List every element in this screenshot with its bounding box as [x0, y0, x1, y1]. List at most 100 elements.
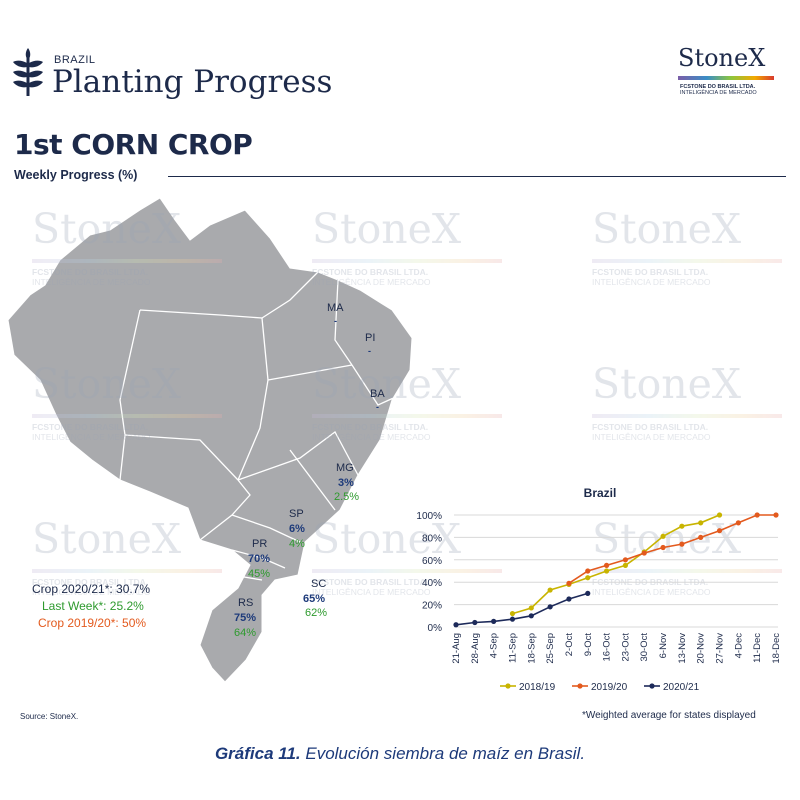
data-point — [528, 605, 534, 611]
brand-color-bar — [678, 76, 774, 80]
x-tick-label: 11-Dec — [752, 633, 763, 663]
y-tick-label: 100% — [416, 511, 442, 522]
data-point — [773, 512, 779, 518]
x-tick-label: 18-Sep — [526, 633, 537, 664]
x-tick-label: 2-Oct — [564, 633, 575, 657]
source-note: Source: StoneX. — [20, 712, 79, 721]
watermark-line2: INTELIGÊNCIA DE MERCADO — [592, 432, 711, 442]
state-label-sp: SP — [289, 508, 304, 520]
watermark-line1: FCSTONE DO BRASIL LTDA. — [592, 422, 709, 432]
data-point — [566, 596, 572, 602]
state-borders — [119, 271, 401, 581]
summary-last-week: Last Week*: 25.2% — [42, 599, 144, 613]
state-value-pi: - — [368, 346, 371, 356]
state-label-sc: SC — [311, 578, 327, 590]
brazil-shape — [7, 197, 413, 683]
data-point — [509, 616, 516, 622]
data-point — [622, 557, 629, 563]
state-label-pr: PR — [252, 538, 268, 550]
data-point — [547, 587, 553, 593]
progress-summary: Crop 2020/21*: 30.7% Last Week*: 25.2% C… — [32, 581, 150, 632]
heading-divider — [168, 176, 786, 177]
watermark-line1: FCSTONE DO BRASIL LTDA. — [592, 267, 709, 277]
x-tick-label: 25-Sep — [545, 633, 556, 664]
watermark: StoneX FCSTONE DO BRASIL LTDA. INTELIGÊNC… — [592, 360, 782, 442]
y-tick-label: 40% — [422, 578, 442, 589]
data-point — [716, 528, 723, 534]
state-lastweek-sp: 4% — [289, 538, 305, 550]
page-heading: 1st CORN CROP — [14, 128, 253, 161]
data-point — [698, 534, 704, 540]
x-tick-label: 11-Sep — [507, 633, 518, 663]
chart-grid — [454, 514, 778, 628]
watermark-brand: StoneX — [592, 205, 742, 253]
state-lastweek-mg: 2.5% — [334, 491, 360, 503]
planting-progress-chart: Brazil 0% 20% 40% 60% 80% 100% 21-Aug 28-Aug 4-… — [416, 486, 782, 693]
state-lastweek-rs: 64% — [234, 627, 257, 639]
series-line-2019-20 — [568, 514, 776, 584]
x-tick-label: 9-Oct — [583, 633, 594, 657]
legend-swatch-marker — [577, 683, 583, 689]
data-point — [716, 512, 723, 518]
chart-legend: 2018/19 2019/20 2020/21 — [500, 682, 700, 693]
x-tick-label: 30-Oct — [639, 633, 650, 662]
brand-logo: StoneX — [678, 44, 766, 72]
x-tick-label: 28-Aug — [470, 633, 481, 664]
figure-caption: Gráfica 11. Evolución siembra de maíz en… — [0, 744, 800, 764]
legend-label: 2019/20 — [591, 682, 628, 693]
summary-previous-crop: Crop 2019/20*: 50% — [38, 616, 147, 630]
header-title: Planting Progress — [52, 64, 333, 100]
chart-series — [453, 512, 779, 628]
x-tick-label: 20-Nov — [696, 633, 707, 664]
data-point — [603, 568, 610, 574]
series-line-2020-21 — [455, 592, 589, 626]
state-value-sc: 65% — [303, 593, 326, 605]
brazil-map — [7, 197, 413, 683]
data-point — [585, 568, 591, 574]
x-tick-label: 27-Nov — [715, 633, 726, 664]
x-tick-label: 21-Aug — [451, 633, 462, 664]
data-point — [660, 544, 666, 551]
state-label-mg: MG — [336, 462, 354, 474]
state-value-ma: - — [334, 316, 337, 326]
state-label-ma: MA — [327, 302, 344, 314]
data-point — [528, 613, 534, 619]
chart-y-axis: 0% 20% 40% 60% 80% 100% — [416, 511, 442, 634]
data-point — [641, 550, 647, 556]
legend-label: 2020/21 — [663, 682, 700, 693]
x-tick-label: 16-Oct — [602, 633, 613, 662]
page-subheading: Weekly Progress (%) — [14, 168, 138, 182]
data-point — [698, 520, 704, 526]
state-value-pr: 70% — [248, 553, 271, 565]
data-point — [509, 610, 516, 617]
data-point — [622, 562, 629, 568]
y-tick-label: 80% — [422, 533, 442, 544]
x-tick-label: 18-Dec — [771, 633, 782, 664]
data-point — [547, 604, 553, 610]
state-value-mg: 3% — [338, 477, 354, 489]
x-tick-label: 4-Sep — [489, 633, 500, 658]
x-tick-label: 23-Oct — [620, 633, 631, 662]
brand-subtitle-company: FCSTONE DO BRASIL LTDA. — [680, 84, 756, 90]
legend-label: 2018/19 — [519, 682, 556, 693]
data-point — [566, 580, 572, 586]
data-point — [735, 520, 741, 526]
chart-x-axis: 21-Aug 28-Aug 4-Sep 11-Sep 18-Sep 25-Sep 2-Oct… — [451, 633, 782, 664]
state-value-rs: 75% — [234, 612, 257, 624]
x-tick-label: 6-Nov — [658, 633, 669, 659]
data-point — [491, 618, 497, 624]
header-country: BRAZIL — [54, 54, 96, 66]
wheat-logo-icon — [13, 48, 43, 96]
state-value-ba: - — [376, 402, 379, 412]
watermark-brand: StoneX — [592, 360, 742, 408]
data-point — [585, 575, 591, 581]
summary-current-crop: Crop 2020/21*: 30.7% — [32, 582, 151, 596]
x-tick-label: 13-Nov — [677, 633, 688, 664]
data-point — [754, 512, 760, 518]
data-point — [472, 619, 478, 626]
watermark-line2: INTELIGÊNCIA DE MERCADO — [592, 277, 711, 287]
watermark: StoneX FCSTONE DO BRASIL LTDA. INTELIGÊNC… — [592, 205, 782, 287]
state-label-rs: RS — [238, 597, 254, 609]
data-point — [603, 562, 610, 568]
data-point — [679, 541, 685, 547]
